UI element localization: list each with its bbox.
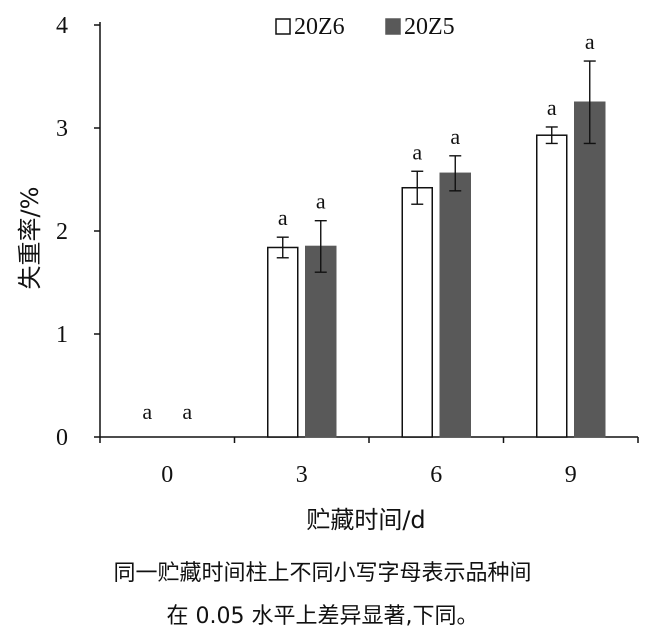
legend-swatch-20z6: [275, 18, 291, 35]
legend-swatch-20z5: [385, 18, 401, 35]
y-tick-label: 0: [56, 425, 68, 451]
significance-letter: a: [450, 124, 460, 149]
bar-20z5: [305, 245, 337, 438]
bars: a a a a a a a a: [142, 29, 606, 438]
significance-letter: a: [412, 139, 422, 164]
bar-20z6: [267, 246, 299, 438]
x-tick-label: 0: [161, 462, 173, 488]
bar-20z6: [536, 134, 568, 438]
x-tick-label: 6: [430, 462, 442, 488]
significance-letter: a: [316, 189, 326, 214]
y-axis-label: 失重率/%: [16, 187, 44, 290]
significance-letter: a: [142, 399, 152, 424]
bar-chart: 0 1 2 3 4 0 3 6 9 a a a a a a a a 20Z6 20Z5 失重率/% 贮藏时间/…: [16, 13, 639, 534]
significance-letter: a: [585, 29, 595, 54]
legend: 20Z6 20Z5: [275, 14, 455, 40]
significance-letter: a: [182, 399, 192, 424]
legend-label-20z5: 20Z5: [404, 14, 455, 40]
significance-letter: a: [547, 95, 557, 120]
significance-letter: a: [278, 205, 288, 230]
bar-20z6: [401, 186, 433, 438]
x-axis-label: 贮藏时间/d: [306, 506, 425, 534]
y-ticks: 0 1 2 3 4: [56, 13, 100, 451]
caption-line-2: 在 0.05 水平上差异显著,下同。: [166, 604, 479, 629]
caption-line-1: 同一贮藏时间柱上不同小写字母表示品种间: [113, 561, 532, 586]
x-ticks: 0 3 6 9: [99, 437, 639, 488]
bar-20z5: [574, 101, 606, 438]
y-tick-label: 1: [56, 322, 68, 348]
x-tick-label: 3: [296, 462, 308, 488]
y-tick-label: 2: [56, 219, 68, 245]
y-tick-label: 3: [56, 116, 68, 142]
x-tick-label: 9: [565, 462, 577, 488]
bar-20z5: [439, 172, 471, 438]
legend-label-20z6: 20Z6: [294, 14, 345, 40]
y-tick-label: 4: [56, 13, 68, 39]
